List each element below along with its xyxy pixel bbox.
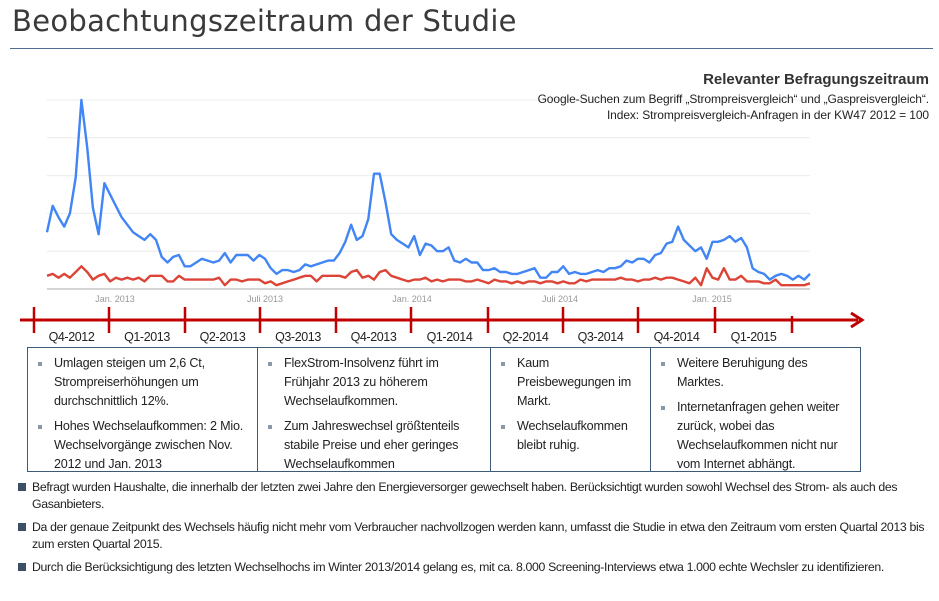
notes-list: Befragt wurden Haushalte, die innerhalb … [18, 479, 933, 582]
info-bullet: Zum Jahreswechsel größtenteils stabile P… [266, 417, 484, 474]
timeline-quarter-label: Q4-2012 [48, 330, 95, 344]
search-trend-chart: Jan. 2013 Juli 2013 Jan. 2014 Juli 2014 Jan.… [20, 98, 865, 333]
x-tick-label: Juli 2013 [247, 294, 283, 304]
timeline-quarter-label: Q2-2013 [199, 330, 246, 344]
info-bullet: FlexStrom-Insolvenz führt im Frühjahr 20… [266, 354, 484, 411]
series-line-1 [46, 265, 811, 287]
info-bullet: Hohes Wechselaufkommen: 2 Mio. Wechselvo… [36, 417, 251, 474]
info-box-q4-2012: Umlagen steigen um 2,6 Ct, Strompreiserh… [27, 347, 258, 472]
note-text: Durch die Berücksichtigung des letzten W… [32, 560, 884, 574]
timeline-quarter-label: Q3-2014 [577, 330, 624, 344]
info-bullet: Wechselaufkommen bleibt ruhig. [499, 417, 644, 455]
x-tick-label: Jan. 2014 [392, 294, 432, 304]
timeline-quarter-label: Q3-2013 [275, 330, 321, 344]
timeline-quarter-label: Q4-2014 [653, 330, 700, 344]
info-bullet: Internetanfragen gehen weiter zurück, wo… [659, 398, 854, 474]
timeline-quarter-label: Q4-2013 [350, 330, 397, 344]
page-title: Beobachtungszeitraum der Studie [12, 4, 517, 38]
info-box-2013: FlexStrom-Insolvenz führt im Frühjahr 20… [257, 347, 491, 472]
info-box-q4-2014-q1-2015: Weitere Beruhigung des Marktes. Internet… [650, 347, 861, 472]
note-text: Befragt wurden Haushalte, die innerhalb … [32, 480, 898, 511]
timeline-arrow-icon [850, 311, 865, 329]
bullet-square-icon [18, 523, 26, 531]
info-bullet: Kaum Preisbewegungen im Markt. [499, 354, 644, 411]
bullet-square-icon [18, 563, 26, 571]
note-item: Da der genaue Zeitpunkt des Wechsels häu… [18, 519, 933, 553]
note-item: Durch die Berücksichtigung des letzten W… [18, 559, 933, 576]
bullet-square-icon [18, 483, 26, 491]
timeline-quarter-label: Q2-2014 [502, 330, 549, 344]
x-tick-label: Jan. 2015 [692, 294, 732, 304]
chart-legend-title: Relevanter Befragungszeitraum [703, 71, 929, 88]
timeline-quarter-label: Q1-2014 [426, 330, 473, 344]
info-bullet: Umlagen steigen um 2,6 Ct, Strompreiserh… [36, 354, 251, 411]
x-tick-label: Jan. 2013 [95, 294, 135, 304]
note-text: Da der genaue Zeitpunkt des Wechsels häu… [32, 520, 925, 551]
timeline-quarter-label: Q1-2015 [730, 330, 777, 344]
info-box-q2-q3-2014: Kaum Preisbewegungen im Markt. Wechselau… [490, 347, 651, 472]
chart-legend-line-2: Index: Strompreisvergleich-Anfragen in d… [606, 108, 929, 122]
timeline-quarter-label: Q1-2013 [124, 330, 170, 344]
series-line-0 [45, 98, 811, 281]
x-tick-label: Juli 2014 [542, 294, 578, 304]
chart-legend-line-1: Google-Suchen zum Begriff „Strompreisver… [537, 92, 930, 106]
info-bullet: Weitere Beruhigung des Marktes. [659, 354, 854, 392]
title-divider [10, 48, 933, 49]
note-item: Befragt wurden Haushalte, die innerhalb … [18, 479, 933, 513]
